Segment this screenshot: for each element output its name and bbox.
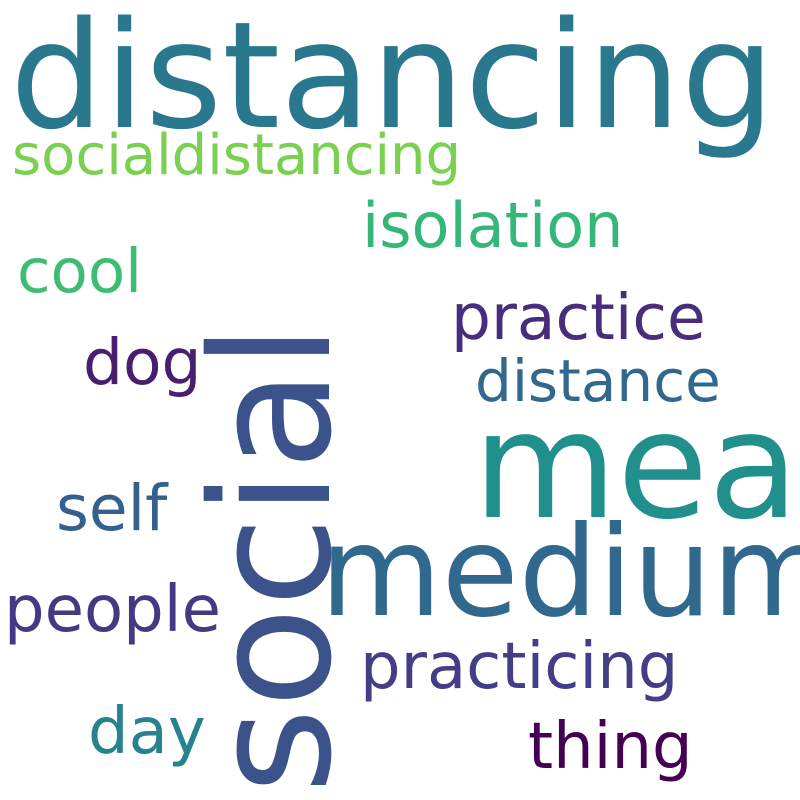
word-practicing: practicing — [360, 630, 679, 704]
word-self: self — [56, 472, 168, 545]
word-thing: thing — [528, 710, 693, 784]
word-medium: medium — [320, 500, 800, 645]
word-practice: practice — [451, 281, 706, 354]
word-day: day — [88, 695, 206, 769]
word-distance: distance — [475, 347, 721, 415]
word-cool: cool — [17, 236, 143, 307]
word-distancing: distancing — [10, 0, 775, 162]
word-socialdistancing: socialdistancing — [12, 123, 462, 188]
word-people: people — [4, 573, 221, 647]
word-mean: mean — [473, 380, 800, 552]
word-isolation: isolation — [362, 189, 624, 262]
word-dog: dog — [83, 326, 202, 399]
